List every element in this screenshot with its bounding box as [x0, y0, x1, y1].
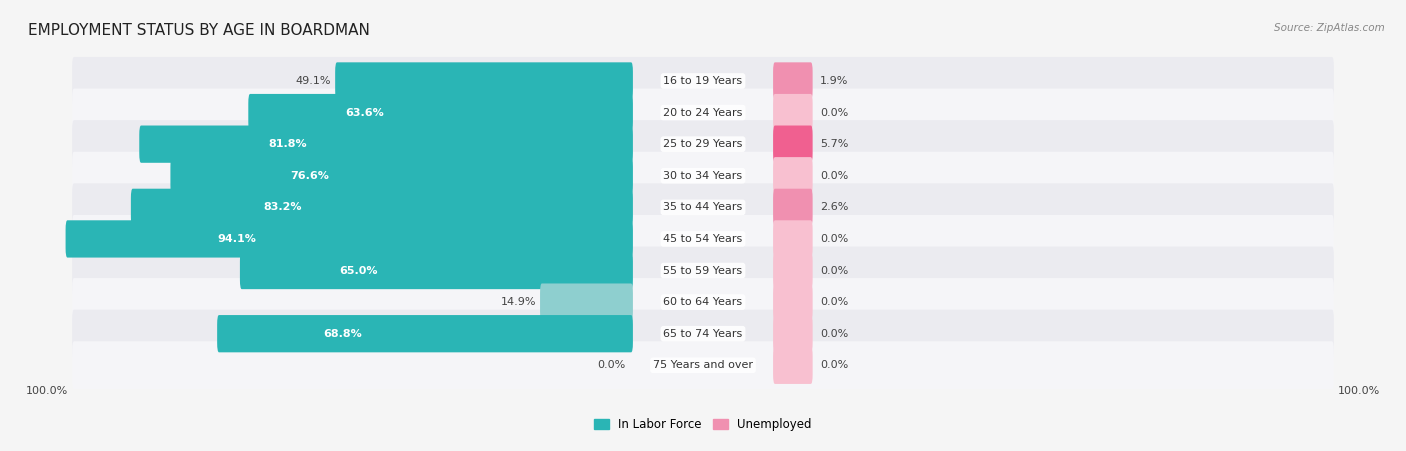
- Text: 94.1%: 94.1%: [217, 234, 256, 244]
- FancyBboxPatch shape: [72, 341, 1334, 389]
- Text: 76.6%: 76.6%: [291, 171, 329, 181]
- Text: 75 Years and over: 75 Years and over: [652, 360, 754, 370]
- Legend: In Labor Force, Unemployed: In Labor Force, Unemployed: [589, 413, 817, 436]
- FancyBboxPatch shape: [72, 120, 1334, 168]
- Text: 0.0%: 0.0%: [820, 297, 848, 307]
- FancyBboxPatch shape: [773, 252, 813, 289]
- FancyBboxPatch shape: [773, 220, 813, 258]
- Text: 5.7%: 5.7%: [820, 139, 848, 149]
- FancyBboxPatch shape: [773, 347, 813, 384]
- FancyBboxPatch shape: [72, 278, 1334, 326]
- FancyBboxPatch shape: [773, 157, 813, 194]
- FancyBboxPatch shape: [170, 157, 633, 194]
- Text: 63.6%: 63.6%: [344, 107, 384, 118]
- FancyBboxPatch shape: [773, 284, 813, 321]
- Text: 1.9%: 1.9%: [820, 76, 848, 86]
- FancyBboxPatch shape: [773, 315, 813, 352]
- Text: 83.2%: 83.2%: [263, 202, 301, 212]
- Text: 14.9%: 14.9%: [501, 297, 536, 307]
- Text: 0.0%: 0.0%: [598, 360, 626, 370]
- Text: 16 to 19 Years: 16 to 19 Years: [664, 76, 742, 86]
- Text: 25 to 29 Years: 25 to 29 Years: [664, 139, 742, 149]
- FancyBboxPatch shape: [66, 220, 633, 258]
- FancyBboxPatch shape: [773, 62, 813, 100]
- Text: 65 to 74 Years: 65 to 74 Years: [664, 329, 742, 339]
- Text: 0.0%: 0.0%: [820, 107, 848, 118]
- FancyBboxPatch shape: [72, 152, 1334, 200]
- FancyBboxPatch shape: [131, 189, 633, 226]
- FancyBboxPatch shape: [249, 94, 633, 131]
- FancyBboxPatch shape: [773, 125, 813, 163]
- FancyBboxPatch shape: [540, 284, 633, 321]
- FancyBboxPatch shape: [217, 315, 633, 352]
- FancyBboxPatch shape: [72, 215, 1334, 263]
- Text: 68.8%: 68.8%: [323, 329, 361, 339]
- FancyBboxPatch shape: [72, 310, 1334, 358]
- FancyBboxPatch shape: [773, 94, 813, 131]
- FancyBboxPatch shape: [335, 62, 633, 100]
- Text: Source: ZipAtlas.com: Source: ZipAtlas.com: [1274, 23, 1385, 32]
- FancyBboxPatch shape: [139, 125, 633, 163]
- FancyBboxPatch shape: [72, 247, 1334, 295]
- Text: 30 to 34 Years: 30 to 34 Years: [664, 171, 742, 181]
- Text: 0.0%: 0.0%: [820, 329, 848, 339]
- Text: 49.1%: 49.1%: [295, 76, 330, 86]
- Text: 45 to 54 Years: 45 to 54 Years: [664, 234, 742, 244]
- FancyBboxPatch shape: [72, 88, 1334, 137]
- FancyBboxPatch shape: [72, 183, 1334, 231]
- FancyBboxPatch shape: [773, 189, 813, 226]
- Text: 20 to 24 Years: 20 to 24 Years: [664, 107, 742, 118]
- Text: 0.0%: 0.0%: [820, 360, 848, 370]
- Text: 0.0%: 0.0%: [820, 266, 848, 276]
- Text: 100.0%: 100.0%: [1337, 386, 1379, 396]
- Text: 35 to 44 Years: 35 to 44 Years: [664, 202, 742, 212]
- Text: 0.0%: 0.0%: [820, 234, 848, 244]
- Text: EMPLOYMENT STATUS BY AGE IN BOARDMAN: EMPLOYMENT STATUS BY AGE IN BOARDMAN: [28, 23, 370, 37]
- Text: 55 to 59 Years: 55 to 59 Years: [664, 266, 742, 276]
- FancyBboxPatch shape: [240, 252, 633, 289]
- Text: 0.0%: 0.0%: [820, 171, 848, 181]
- Text: 81.8%: 81.8%: [269, 139, 308, 149]
- FancyBboxPatch shape: [72, 57, 1334, 105]
- Text: 60 to 64 Years: 60 to 64 Years: [664, 297, 742, 307]
- Text: 2.6%: 2.6%: [820, 202, 848, 212]
- Text: 100.0%: 100.0%: [27, 386, 69, 396]
- Text: 65.0%: 65.0%: [339, 266, 378, 276]
